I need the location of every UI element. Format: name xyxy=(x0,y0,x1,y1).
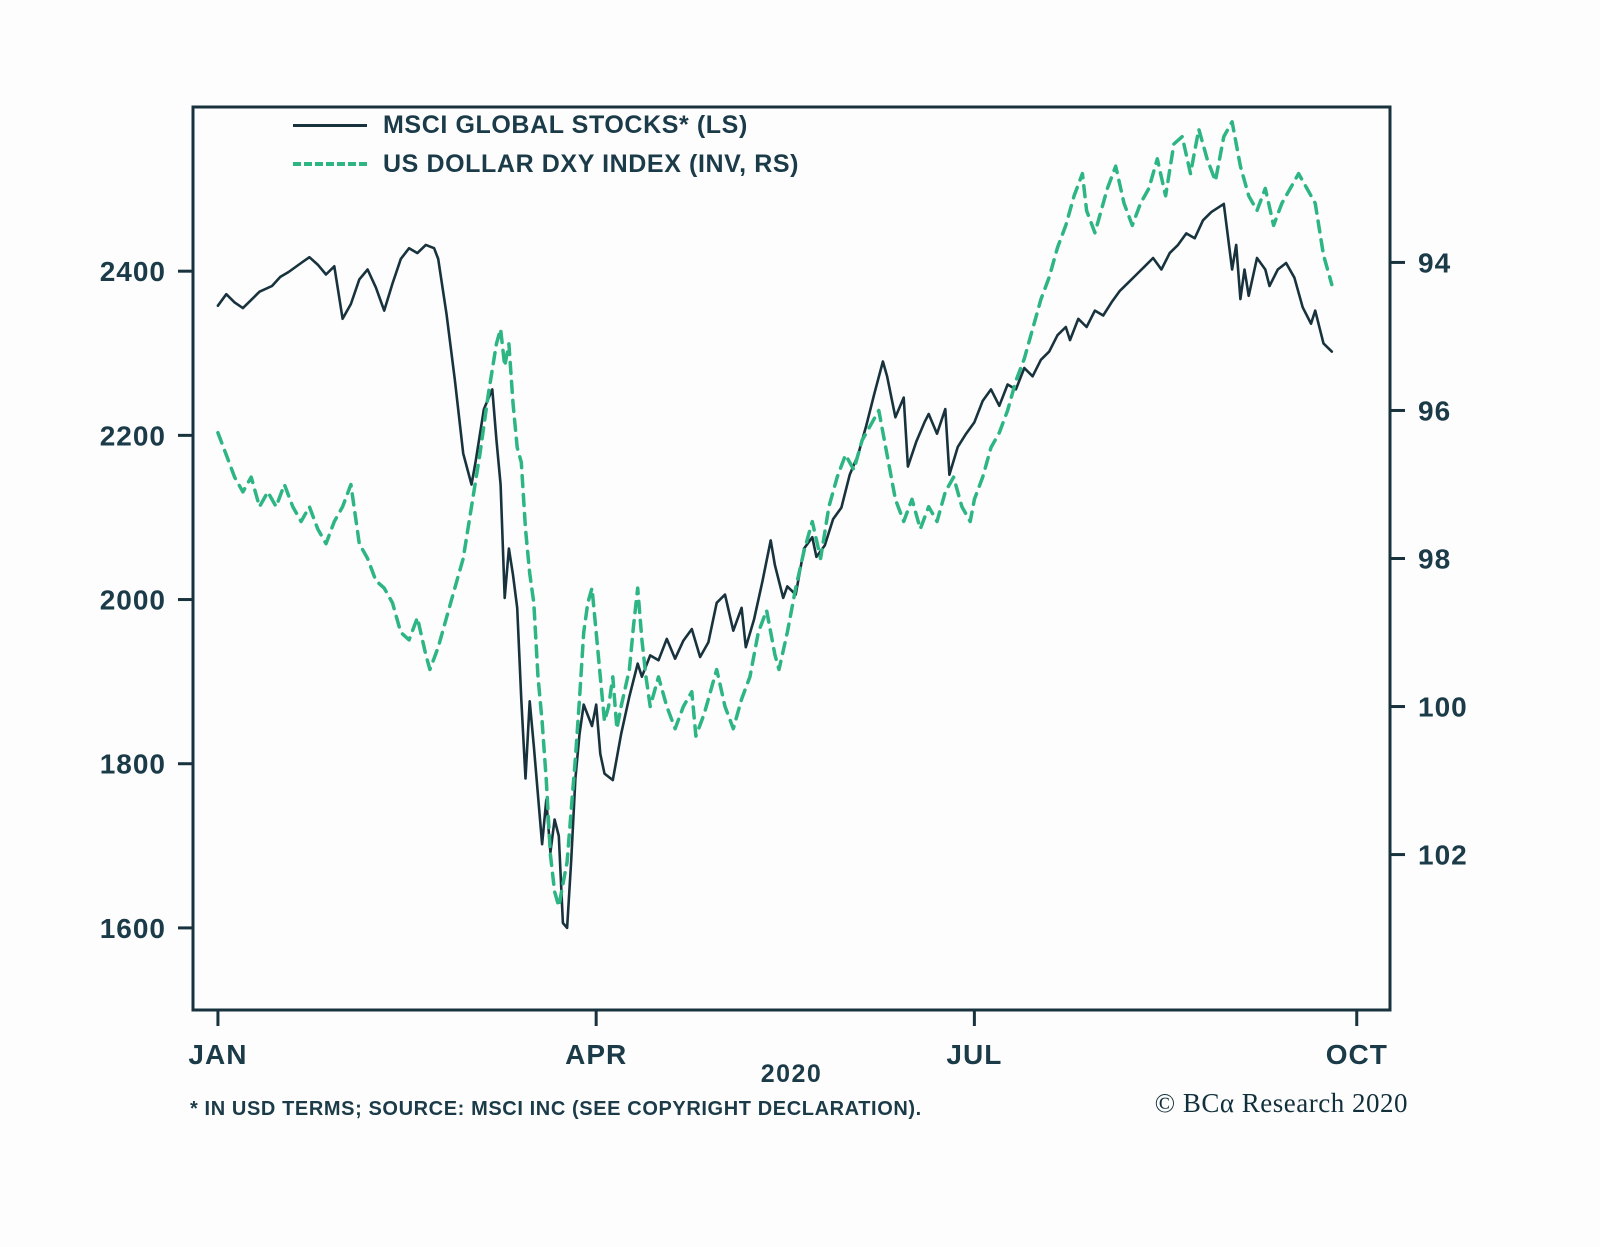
right-axis-tick-label: 98 xyxy=(1418,544,1451,575)
left-axis-tick-label: 2400 xyxy=(100,256,166,287)
left-axis-tick-label: 1800 xyxy=(100,749,166,780)
plot-border xyxy=(191,105,1392,1012)
legend-label-dxy: US DOLLAR DXY INDEX (INV, RS) xyxy=(383,149,800,178)
x-axis-tick-label: JUL xyxy=(946,1039,1002,1070)
msci-line-swatch xyxy=(293,123,367,127)
x-axis-tick-label: JAN xyxy=(188,1039,247,1070)
right-axis-tick-label: 96 xyxy=(1418,395,1451,426)
x-axis-title: 2020 xyxy=(760,1060,823,1088)
left-axis-tick-label: 1600 xyxy=(100,913,166,944)
legend-label-msci: MSCI GLOBAL STOCKS* (LS) xyxy=(383,110,748,139)
series-line-msci xyxy=(216,202,1334,930)
legend-item-dxy: US DOLLAR DXY INDEX (INV, RS) xyxy=(293,149,799,179)
copyright: © BCα Research 2020 xyxy=(1154,1088,1408,1118)
right-axis-tick-label: 100 xyxy=(1418,692,1468,723)
x-axis-tick-label: APR xyxy=(565,1039,627,1070)
legend-item-msci: MSCI GLOBAL STOCKS* (LS) xyxy=(293,110,799,140)
chart-legend: MSCI GLOBAL STOCKS* (LS) US DOLLAR DXY I… xyxy=(293,110,799,179)
footnote: * IN USD TERMS; SOURCE: MSCI INC (SEE CO… xyxy=(190,1098,922,1120)
right-axis-tick-label: 102 xyxy=(1418,840,1468,871)
series-line-dxy xyxy=(216,120,1334,909)
dxy-line-swatch xyxy=(293,162,367,166)
right-axis-tick-label: 94 xyxy=(1418,247,1451,278)
x-axis-tick-label: OCT xyxy=(1326,1039,1388,1070)
left-axis-tick-label: 2000 xyxy=(100,585,166,616)
left-axis-tick-label: 2200 xyxy=(100,420,166,451)
